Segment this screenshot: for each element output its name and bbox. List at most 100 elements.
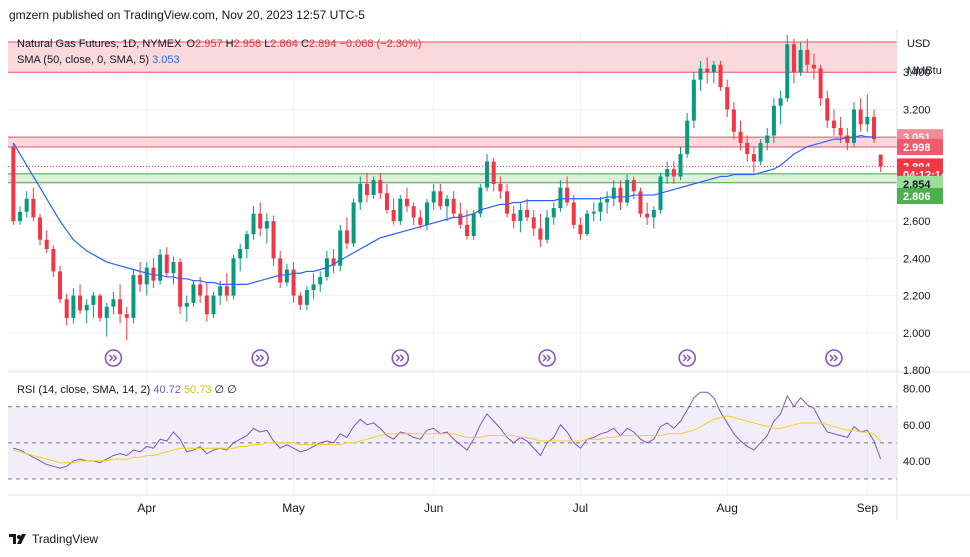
candle-body	[778, 98, 783, 106]
event-marker-arrow	[395, 354, 405, 362]
candle	[558, 180, 563, 212]
candle-body	[171, 262, 176, 274]
candle-body	[158, 254, 163, 281]
candle	[491, 157, 496, 192]
candle	[431, 183, 436, 210]
candle	[58, 265, 63, 303]
candle	[124, 306, 129, 341]
candle-body	[418, 217, 423, 225]
candle-body	[498, 183, 503, 192]
candle	[858, 98, 863, 132]
candle	[244, 230, 249, 259]
candle	[438, 183, 443, 210]
candle	[598, 196, 603, 222]
candle-body	[791, 44, 796, 73]
price-tick-label: 2.000	[903, 328, 931, 340]
candle-body	[64, 299, 69, 318]
candle-body	[424, 202, 429, 225]
candle	[591, 202, 596, 222]
candle	[538, 213, 543, 248]
candle	[344, 217, 349, 250]
candle-body	[338, 230, 343, 266]
event-marker-icon[interactable]	[678, 349, 696, 367]
candle	[665, 161, 670, 184]
price-tick-label: 2.400	[903, 253, 931, 265]
candle	[324, 250, 329, 281]
open-label: O	[186, 38, 196, 50]
candle	[611, 180, 616, 207]
candle	[138, 262, 143, 292]
zone-resistance-upper	[8, 42, 897, 73]
rsi-extra: ∅ ∅	[214, 384, 237, 396]
candle	[671, 161, 676, 184]
candle-body	[545, 217, 550, 240]
brand-name: TradingView	[32, 532, 99, 546]
candle-body	[725, 87, 730, 110]
candle-body	[738, 131, 743, 143]
candle-body	[278, 258, 283, 283]
candle-body	[264, 221, 269, 229]
candle	[398, 195, 403, 225]
candle-body	[178, 262, 183, 307]
candle	[278, 250, 283, 289]
candle	[625, 174, 630, 207]
candle	[164, 247, 169, 277]
event-marker-icon[interactable]	[391, 349, 410, 367]
candle	[738, 120, 743, 151]
candle	[411, 202, 416, 225]
symbol-legend[interactable]: Natural Gas Futures, 1D, NYMEX O2.957 H2…	[17, 38, 421, 50]
candle-body	[24, 198, 29, 212]
event-markers[interactable]	[104, 349, 970, 367]
attribution: gmzern published on TradingView.com, Nov…	[9, 8, 365, 22]
candle-body	[164, 254, 169, 274]
candle	[178, 258, 183, 315]
candle	[851, 102, 856, 147]
footer-brand[interactable]: TradingView	[8, 532, 98, 546]
sma-line	[12, 134, 874, 285]
rsi-band	[8, 406, 897, 479]
candle-body	[811, 64, 816, 69]
candle	[691, 72, 696, 129]
candle	[104, 303, 109, 337]
candle	[758, 139, 763, 166]
rsi-legend[interactable]: RSI (14, close, SMA, 14, 2) 40.72 50.73 …	[17, 383, 237, 396]
candle-body	[865, 116, 870, 125]
candle	[871, 109, 876, 143]
candle-body	[198, 284, 203, 296]
candle	[525, 198, 530, 222]
candle	[878, 154, 883, 172]
candle	[98, 293, 103, 322]
candle	[565, 176, 570, 207]
candle	[144, 262, 149, 296]
candle	[404, 187, 409, 212]
candle-body	[845, 135, 850, 143]
candle	[64, 293, 69, 326]
event-marker-icon[interactable]	[538, 349, 556, 367]
candle	[765, 128, 770, 151]
price-tag-label: 2.806	[903, 191, 931, 203]
candle	[51, 245, 56, 277]
price-tag-label: 2.998	[903, 142, 931, 154]
candle-body	[698, 68, 703, 80]
candle-body	[38, 217, 43, 240]
candle-body	[78, 295, 83, 311]
event-marker-icon[interactable]	[104, 349, 123, 367]
event-marker-icon[interactable]	[825, 349, 843, 367]
candle	[485, 154, 490, 192]
price-tag-bg	[897, 187, 943, 204]
rsi-ma-value: 50.73	[183, 384, 212, 396]
candle-body	[251, 213, 256, 235]
candle	[38, 213, 43, 246]
month-label: Sep	[857, 501, 879, 515]
price-tag-bg	[897, 175, 943, 192]
candle	[258, 202, 263, 236]
event-marker-icon[interactable]	[251, 349, 269, 367]
candle	[191, 280, 196, 307]
candle-body	[311, 284, 316, 290]
month-label: Aug	[717, 501, 738, 515]
candle-body	[745, 142, 750, 155]
candle-body	[611, 187, 616, 199]
candle	[791, 38, 796, 84]
sma-legend[interactable]: SMA (50, close, 0, SMA, 5) 3.053	[17, 54, 180, 66]
